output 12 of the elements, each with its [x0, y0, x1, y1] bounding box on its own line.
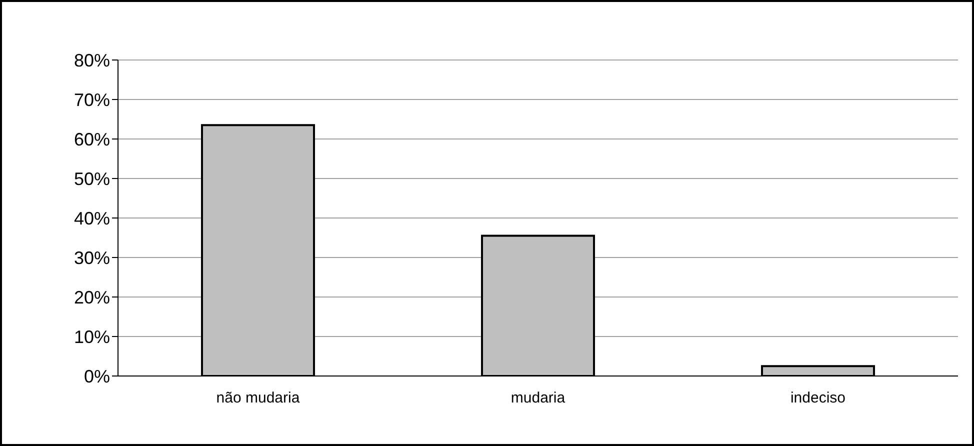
y-tick-label: 10% [74, 326, 110, 347]
y-tick-label: 80% [74, 50, 110, 70]
x-tick-label: não mudaria [216, 390, 300, 407]
y-tick-label: 0% [84, 366, 110, 386]
y-tick-label: 20% [74, 287, 110, 308]
y-tick-label: 60% [74, 129, 110, 150]
x-tick-label: indeciso [790, 390, 846, 407]
y-tick-label: 40% [74, 208, 110, 228]
y-tick-label: 30% [74, 248, 110, 268]
y-tick-label: 50% [74, 168, 110, 189]
x-tick-label: mudaria [510, 390, 566, 407]
y-tick-label: 70% [74, 90, 110, 110]
